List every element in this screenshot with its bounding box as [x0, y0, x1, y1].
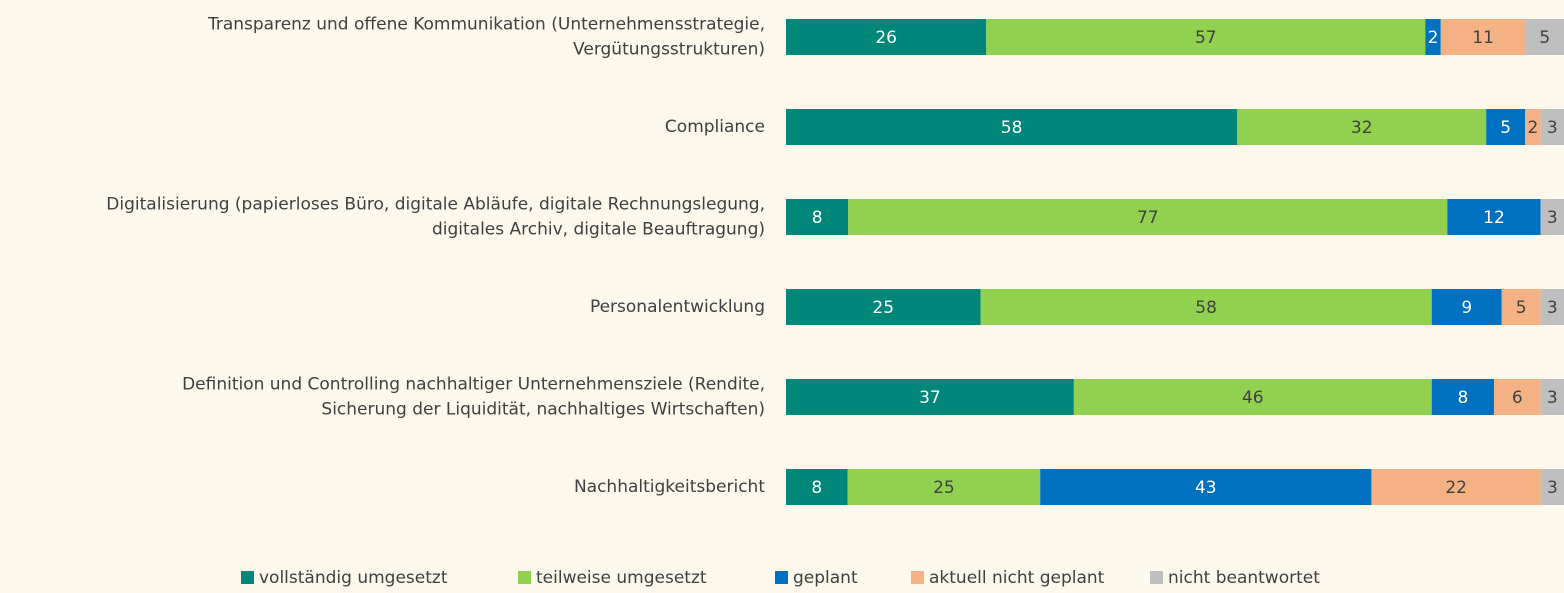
- value-label: 3: [1547, 388, 1558, 408]
- category-label: Nachhaltigkeitsbericht: [574, 477, 765, 497]
- value-label: 43: [1195, 478, 1217, 498]
- legend-label: vollständig umgesetzt: [259, 568, 448, 588]
- category-label: Compliance: [665, 117, 765, 137]
- legend-swatch: [775, 571, 788, 584]
- bar-segment: [1440, 19, 1526, 55]
- legend-label: nicht beantwortet: [1168, 568, 1320, 588]
- bar-segment: [1486, 109, 1526, 145]
- bar-segment: [848, 199, 1448, 235]
- value-label: 5: [1500, 118, 1511, 138]
- bar-segment: [1540, 469, 1564, 505]
- category-label: Digitalisierung (papierloses Büro, digit…: [106, 195, 765, 215]
- bar-segment: [980, 289, 1432, 325]
- bar-segment: [786, 109, 1238, 145]
- value-label: 58: [1001, 118, 1023, 138]
- bar-segment: [1040, 469, 1372, 505]
- category-label: Personalentwicklung: [590, 297, 765, 317]
- bar-segment: [1540, 289, 1564, 325]
- legend-label: teilweise umgesetzt: [536, 568, 707, 588]
- value-label: 58: [1195, 298, 1217, 318]
- bar-segment: [1540, 199, 1564, 235]
- value-label: 25: [933, 478, 955, 498]
- value-label: 26: [875, 28, 897, 48]
- value-label: 8: [1457, 388, 1468, 408]
- bar-segment: [1073, 379, 1432, 415]
- category-label: Transparenz und offene Kommunikation (Un…: [207, 15, 765, 35]
- bar-segment: [1237, 109, 1487, 145]
- bar-segment: [786, 199, 849, 235]
- category-label: digitales Archiv, digitale Beauftragung): [432, 220, 765, 240]
- bar-segment: [1447, 199, 1541, 235]
- value-label: 9: [1461, 298, 1472, 318]
- bar-segment: [1501, 289, 1541, 325]
- bar-segment: [1525, 109, 1541, 145]
- bar-segment: [786, 469, 848, 505]
- legend-swatch: [518, 571, 531, 584]
- value-label: 6: [1512, 388, 1523, 408]
- value-label: 3: [1547, 298, 1558, 318]
- bar-segment: [1540, 379, 1564, 415]
- legend-swatch: [911, 571, 924, 584]
- value-label: 5: [1539, 28, 1550, 48]
- value-label: 3: [1547, 208, 1558, 228]
- category-label: Vergütungsstrukturen): [573, 40, 765, 60]
- bar-segment: [1540, 109, 1564, 145]
- value-label: 11: [1472, 28, 1494, 48]
- bar-segment: [847, 469, 1041, 505]
- value-label: 2: [1527, 118, 1538, 138]
- value-label: 3: [1547, 478, 1558, 498]
- category-label: Definition und Controlling nachhaltiger …: [182, 375, 765, 395]
- bar-segment: [786, 19, 987, 55]
- value-label: 57: [1195, 28, 1217, 48]
- bar-segment: [786, 379, 1074, 415]
- legend-swatch: [1150, 571, 1163, 584]
- value-label: 37: [919, 388, 941, 408]
- value-label: 77: [1137, 208, 1159, 228]
- value-label: 25: [872, 298, 894, 318]
- bar-segment: [1425, 19, 1441, 55]
- value-label: 8: [811, 478, 822, 498]
- value-label: 5: [1516, 298, 1527, 318]
- value-label: 46: [1242, 388, 1264, 408]
- legend-swatch: [241, 571, 254, 584]
- value-label: 32: [1351, 118, 1373, 138]
- category-label: Sicherung der Liquidität, nachhaltiges W…: [321, 400, 765, 420]
- bar-segment: [1371, 469, 1541, 505]
- bar-segment: [1431, 289, 1502, 325]
- value-label: 12: [1483, 208, 1505, 228]
- bar-segment: [986, 19, 1426, 55]
- legend-label: geplant: [793, 568, 858, 588]
- bar-segment: [1431, 379, 1494, 415]
- value-label: 2: [1428, 28, 1439, 48]
- bar-segment: [786, 289, 981, 325]
- value-label: 3: [1547, 118, 1558, 138]
- bar-segment: [1525, 19, 1564, 55]
- value-label: 22: [1445, 478, 1467, 498]
- legend-label: aktuell nicht geplant: [929, 568, 1105, 588]
- bar-segment: [1493, 379, 1541, 415]
- value-label: 8: [812, 208, 823, 228]
